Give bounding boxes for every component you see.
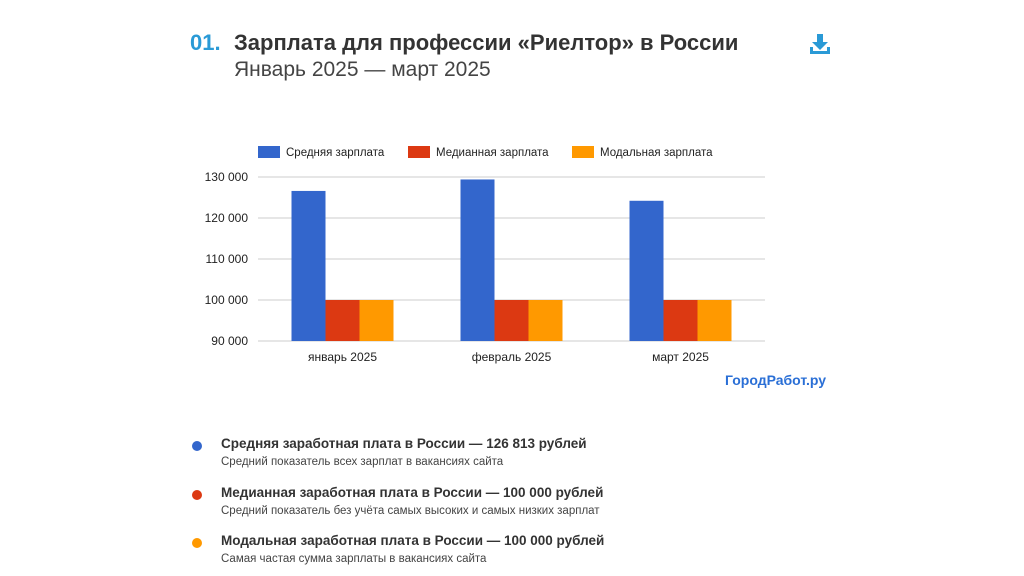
summary-desc: Средний показатель всех зарплат в ваканс… <box>221 456 504 468</box>
legend-swatch <box>408 146 430 158</box>
summary-title: Средняя заработная плата в России — 126 … <box>221 436 587 451</box>
x-tick-label: февраль 2025 <box>472 350 552 364</box>
y-tick-label: 130 000 <box>205 170 249 184</box>
bar <box>629 200 664 341</box>
summary-title: Модальная заработная плата в России — 10… <box>221 533 605 548</box>
download-icon[interactable] <box>808 32 832 56</box>
bar <box>697 300 732 341</box>
x-tick-label: март 2025 <box>652 350 709 364</box>
summary-desc: Самая частая сумма зарплаты в вакансиях … <box>221 553 487 565</box>
page-subtitle: Январь 2025 — март 2025 <box>234 58 491 81</box>
section-number: 01. <box>190 30 221 55</box>
legend-label: Модальная зарплата <box>600 147 713 159</box>
bar <box>494 300 529 341</box>
brand-logo: ГородРабот.ру <box>725 372 827 388</box>
y-tick-label: 110 000 <box>206 252 249 266</box>
bar <box>528 300 563 341</box>
summary-desc: Средний показатель без учёта самых высок… <box>221 505 600 517</box>
salary-bar-chart: 90 000 100 000 110 000 120 000 130 000 Средня… <box>205 146 765 364</box>
y-tick-label: 120 000 <box>205 211 249 225</box>
bar <box>359 300 394 341</box>
summary-title: Медианная заработная плата в России — 10… <box>221 485 604 500</box>
legend-label: Медианная зарплата <box>436 147 549 159</box>
bar <box>291 190 326 341</box>
bar <box>663 300 698 341</box>
legend-swatch <box>572 146 594 158</box>
bar <box>460 179 495 341</box>
legend-swatch <box>258 146 280 158</box>
y-tick-label: 100 000 <box>205 293 249 307</box>
y-tick-label: 90 000 <box>211 334 248 348</box>
page-title: Зарплата для профессии «Риелтор» в Росси… <box>234 30 739 55</box>
chart-header: 01. Зарплата для профессии «Риелтор» в Р… <box>190 28 840 88</box>
bar <box>325 300 360 341</box>
mean-dot <box>192 441 202 451</box>
legend-label: Средняя зарплата <box>286 147 385 159</box>
mode-dot <box>192 538 202 548</box>
x-tick-label: январь 2025 <box>308 350 377 364</box>
median-dot <box>192 490 202 500</box>
